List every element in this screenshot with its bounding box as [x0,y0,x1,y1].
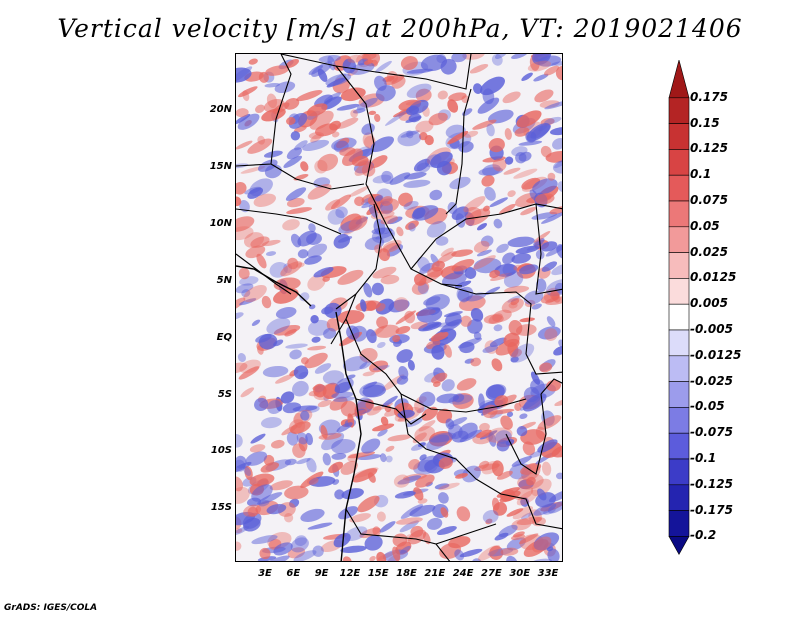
colorbar-segment [668,355,690,382]
colorbar-segment [668,252,690,279]
colorbar-segment [668,381,690,408]
colorbar-label: -0.025 [690,373,733,388]
colorbar-label: 0.0125 [690,270,737,285]
lat-label: 10S [210,445,232,456]
colorbar-segment [668,510,690,537]
colorbar-label: 0.175 [690,89,728,104]
colorbar-label: -0.0125 [690,347,742,362]
lon-label: 12E [339,568,361,579]
colorbar-label: -0.2 [690,528,717,543]
colorbar-label: -0.005 [690,322,733,336]
grads-credit: GrADS: IGES/COLA [4,603,98,613]
colorbar-label: 0.1 [690,167,712,182]
colorbar-segment [668,536,690,556]
colorbar-segment [668,278,690,305]
colorbar-label: -0.175 [690,502,733,517]
colorbar-label: 0.15 [690,115,720,130]
coastlines [236,265,362,561]
country-borders [236,54,562,561]
colorbar-label: 0.025 [690,244,728,259]
lon-label: 9E [314,568,329,579]
lon-label: 15E [367,568,389,579]
colorbar-segment [668,174,690,202]
colorbar-label: -0.05 [690,399,725,414]
colorbar-label: -0.125 [690,476,733,491]
colorbar-segment [668,149,690,176]
colorbar-segment [668,97,690,124]
colorbar-segment [668,123,690,150]
colorbar-label: 0.005 [690,296,728,311]
lat-label: 10N [209,218,232,229]
colorbar-label: -0.1 [690,451,717,465]
map-panel [235,53,563,562]
lon-label: 24E [452,568,474,579]
colorbar-segment [668,458,690,486]
colorbar-segment [668,60,690,99]
lat-label: 5N [216,275,232,286]
colorbar-label: -0.075 [690,425,733,440]
lat-label: 20N [209,104,232,115]
chart-title: Vertical velocity [m/s] at 200hPa, VT: 2… [57,14,743,43]
lon-label: 33E [537,568,559,579]
colorbar [668,60,690,556]
colorbar-segment [668,226,690,253]
colorbar-segment [668,329,690,357]
lat-label: 15N [209,161,232,172]
velocity-field [236,54,562,561]
colorbar-segment [668,484,690,511]
lon-label: 18E [396,568,417,579]
colorbar-segment [668,303,690,331]
lat-label: EQ [216,332,232,343]
lat-label: 5S [217,389,232,400]
colorbar-label: 0.075 [690,193,728,207]
colorbar-segment [668,407,690,434]
colorbar-segment [668,200,690,228]
lon-label: 6E [286,568,301,579]
colorbar-label: 0.05 [690,218,720,233]
lon-label: 21E [424,568,446,579]
lon-label: 3E [258,568,272,579]
lon-label: 30E [509,568,531,579]
lon-label: 27E [481,568,502,579]
colorbar-segment [668,432,690,460]
colorbar-label: 0.125 [690,141,728,156]
lat-label: 15S [210,502,232,513]
